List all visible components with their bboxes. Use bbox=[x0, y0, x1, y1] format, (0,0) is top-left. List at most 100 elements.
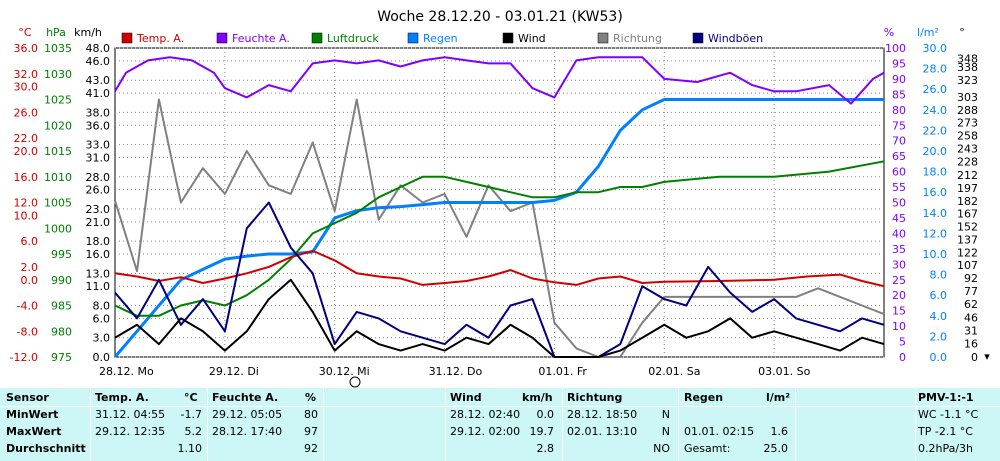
stats-dir-avg-value: NO bbox=[653, 442, 670, 455]
wind-tick-label: 33.0 bbox=[86, 139, 111, 152]
wind-tick-label: 3.0 bbox=[93, 332, 111, 345]
statistics-table: Sensor MinWert MaxWert Durchschnitt Temp… bbox=[0, 388, 1000, 461]
pressure-tick-label: 1005 bbox=[44, 197, 72, 210]
rain-tick-label: 20.0 bbox=[923, 145, 948, 158]
wind-tick-label: 36.0 bbox=[86, 119, 111, 132]
wind-tick-label: 41.0 bbox=[86, 87, 111, 100]
direction-tick-label: 107 bbox=[957, 259, 978, 272]
x-tick-label: 28.12. Mo bbox=[99, 365, 154, 378]
humidity-tick-label: 60 bbox=[892, 166, 906, 179]
x-tick-label: 30.12. Mi bbox=[319, 365, 370, 378]
series-line-wind bbox=[114, 278, 885, 358]
direction-tick-label: 348 bbox=[957, 52, 978, 65]
direction-tick-label: 62 bbox=[964, 298, 978, 311]
stats-wind-avg-value: 2.8 bbox=[536, 442, 555, 455]
legend-swatch bbox=[121, 32, 133, 44]
stats-rain-total-label: Gesamt: bbox=[684, 442, 731, 455]
humidity-tick-label: 95 bbox=[892, 57, 906, 70]
direction-tick-label: 122 bbox=[957, 246, 978, 259]
wind-tick-label: 13.0 bbox=[86, 267, 111, 280]
temp-tick-label: 0.0 bbox=[21, 274, 39, 287]
pressure-tick-label: 995 bbox=[51, 248, 72, 261]
menu-chevron-icon: ▾ bbox=[984, 350, 990, 363]
wind-tick-label: 18.0 bbox=[86, 235, 111, 248]
pressure-tick-label: 990 bbox=[51, 274, 72, 287]
stats-temp-max-value: 5.2 bbox=[184, 425, 203, 438]
legend-swatch bbox=[216, 32, 228, 44]
humidity-unit-label: % bbox=[884, 26, 894, 39]
stats-wind-min-value: 0.0 bbox=[536, 408, 555, 421]
rain-tick-label: 2.0 bbox=[930, 330, 948, 343]
rain-tick-label: 16.0 bbox=[923, 186, 948, 199]
legend-swatch bbox=[597, 32, 609, 44]
stats-sensor-header: Sensor bbox=[6, 391, 49, 404]
legend-label: Feuchte A. bbox=[232, 32, 290, 45]
x-tick-label: 01.01. Fr bbox=[538, 365, 587, 378]
pressure-tick-label: 980 bbox=[51, 325, 72, 338]
direction-tick-label: 182 bbox=[957, 195, 978, 208]
weather-chart: Woche 28.12.20 - 03.01.21 (KW53) °C hPa km/… bbox=[10, 9, 990, 388]
series-line-richtung bbox=[114, 98, 885, 358]
pressure-tick-label: 1025 bbox=[44, 94, 72, 107]
direction-tick-label: 243 bbox=[957, 142, 978, 155]
series-line-luftdruck bbox=[114, 160, 885, 317]
stats-rain-unit: l/m² bbox=[766, 391, 791, 404]
x-tick-label: 29.12. Di bbox=[209, 365, 259, 378]
stats-rain-header: Regen bbox=[684, 391, 724, 404]
stats-temp-avg-value: 1.10 bbox=[177, 442, 203, 455]
direction-tick-label: 0 bbox=[971, 351, 978, 364]
direction-tick-label: 288 bbox=[957, 104, 978, 117]
temp-tick-label: 10.0 bbox=[14, 209, 39, 222]
stats-hum-avg-value: 92 bbox=[304, 442, 318, 455]
wind-tick-label: 11.0 bbox=[86, 280, 111, 293]
stats-separator bbox=[323, 388, 324, 461]
stats-wind-header: Wind bbox=[450, 391, 482, 404]
humidity-tick-label: 90 bbox=[892, 73, 906, 86]
direction-tick-label: 77 bbox=[964, 285, 978, 298]
direction-tick-label: 167 bbox=[957, 208, 978, 221]
legend-label: Windböen bbox=[708, 32, 763, 45]
stats-separator bbox=[678, 388, 679, 461]
humidity-tick-label: 80 bbox=[892, 104, 906, 117]
temp-tick-label: 20.0 bbox=[14, 145, 39, 158]
stats-temp-min-value: -1.7 bbox=[180, 408, 202, 421]
stats-header-separator bbox=[0, 406, 1000, 407]
stats-wind-min-time: 28.12. 02:40 bbox=[450, 408, 521, 421]
pressure-tick-label: 1015 bbox=[44, 145, 72, 158]
stats-temp-header: Temp. A. bbox=[95, 391, 149, 404]
stats-dir-min-value: N bbox=[661, 408, 670, 421]
rain-tick-label: 22.0 bbox=[923, 124, 948, 137]
direction-tick-label: 152 bbox=[957, 221, 978, 234]
rain-tick-label: 10.0 bbox=[923, 248, 948, 261]
humidity-tick-label: 85 bbox=[892, 88, 906, 101]
temp-tick-label: 32.0 bbox=[14, 68, 39, 81]
stats-separator bbox=[562, 388, 563, 461]
direction-tick-label: 92 bbox=[964, 272, 978, 285]
x-tick-label: 02.01. Sa bbox=[648, 365, 700, 378]
stats-rain-max-value: 1.6 bbox=[770, 425, 789, 438]
humidity-tick-label: 40 bbox=[892, 227, 906, 240]
stats-row-label: Durchschnitt bbox=[6, 442, 86, 455]
direction-tick-label: 338 bbox=[957, 61, 978, 74]
direction-tick-label: 31 bbox=[964, 324, 978, 337]
direction-tick-label: 303 bbox=[957, 91, 978, 104]
wind-tick-label: 16.0 bbox=[86, 248, 111, 261]
x-tick-label: 31.12. Do bbox=[429, 365, 483, 378]
stats-rain-max-time: 01.01. 02:15 bbox=[684, 425, 755, 438]
legend-label: Regen bbox=[423, 32, 458, 45]
wind-tick-label: 46.0 bbox=[86, 55, 111, 68]
direction-tick-label: 273 bbox=[957, 117, 978, 130]
wind-unit-label: km/h bbox=[74, 26, 102, 39]
wind-tick-label: 43.0 bbox=[86, 74, 111, 87]
direction-tick-label: 228 bbox=[957, 155, 978, 168]
rain-tick-label: 4.0 bbox=[930, 310, 948, 323]
wind-tick-label: 38.0 bbox=[86, 106, 111, 119]
temp-tick-label: 6.0 bbox=[21, 235, 39, 248]
pressure-unit-label: hPa bbox=[46, 26, 66, 39]
humidity-tick-label: 5 bbox=[899, 336, 906, 349]
direction-tick-label: 46 bbox=[964, 312, 978, 325]
series-line-feuchte-a- bbox=[114, 56, 885, 105]
stats-temp-unit: °C bbox=[184, 391, 198, 404]
rain-tick-label: 6.0 bbox=[930, 289, 948, 302]
wind-tick-label: 26.0 bbox=[86, 184, 111, 197]
